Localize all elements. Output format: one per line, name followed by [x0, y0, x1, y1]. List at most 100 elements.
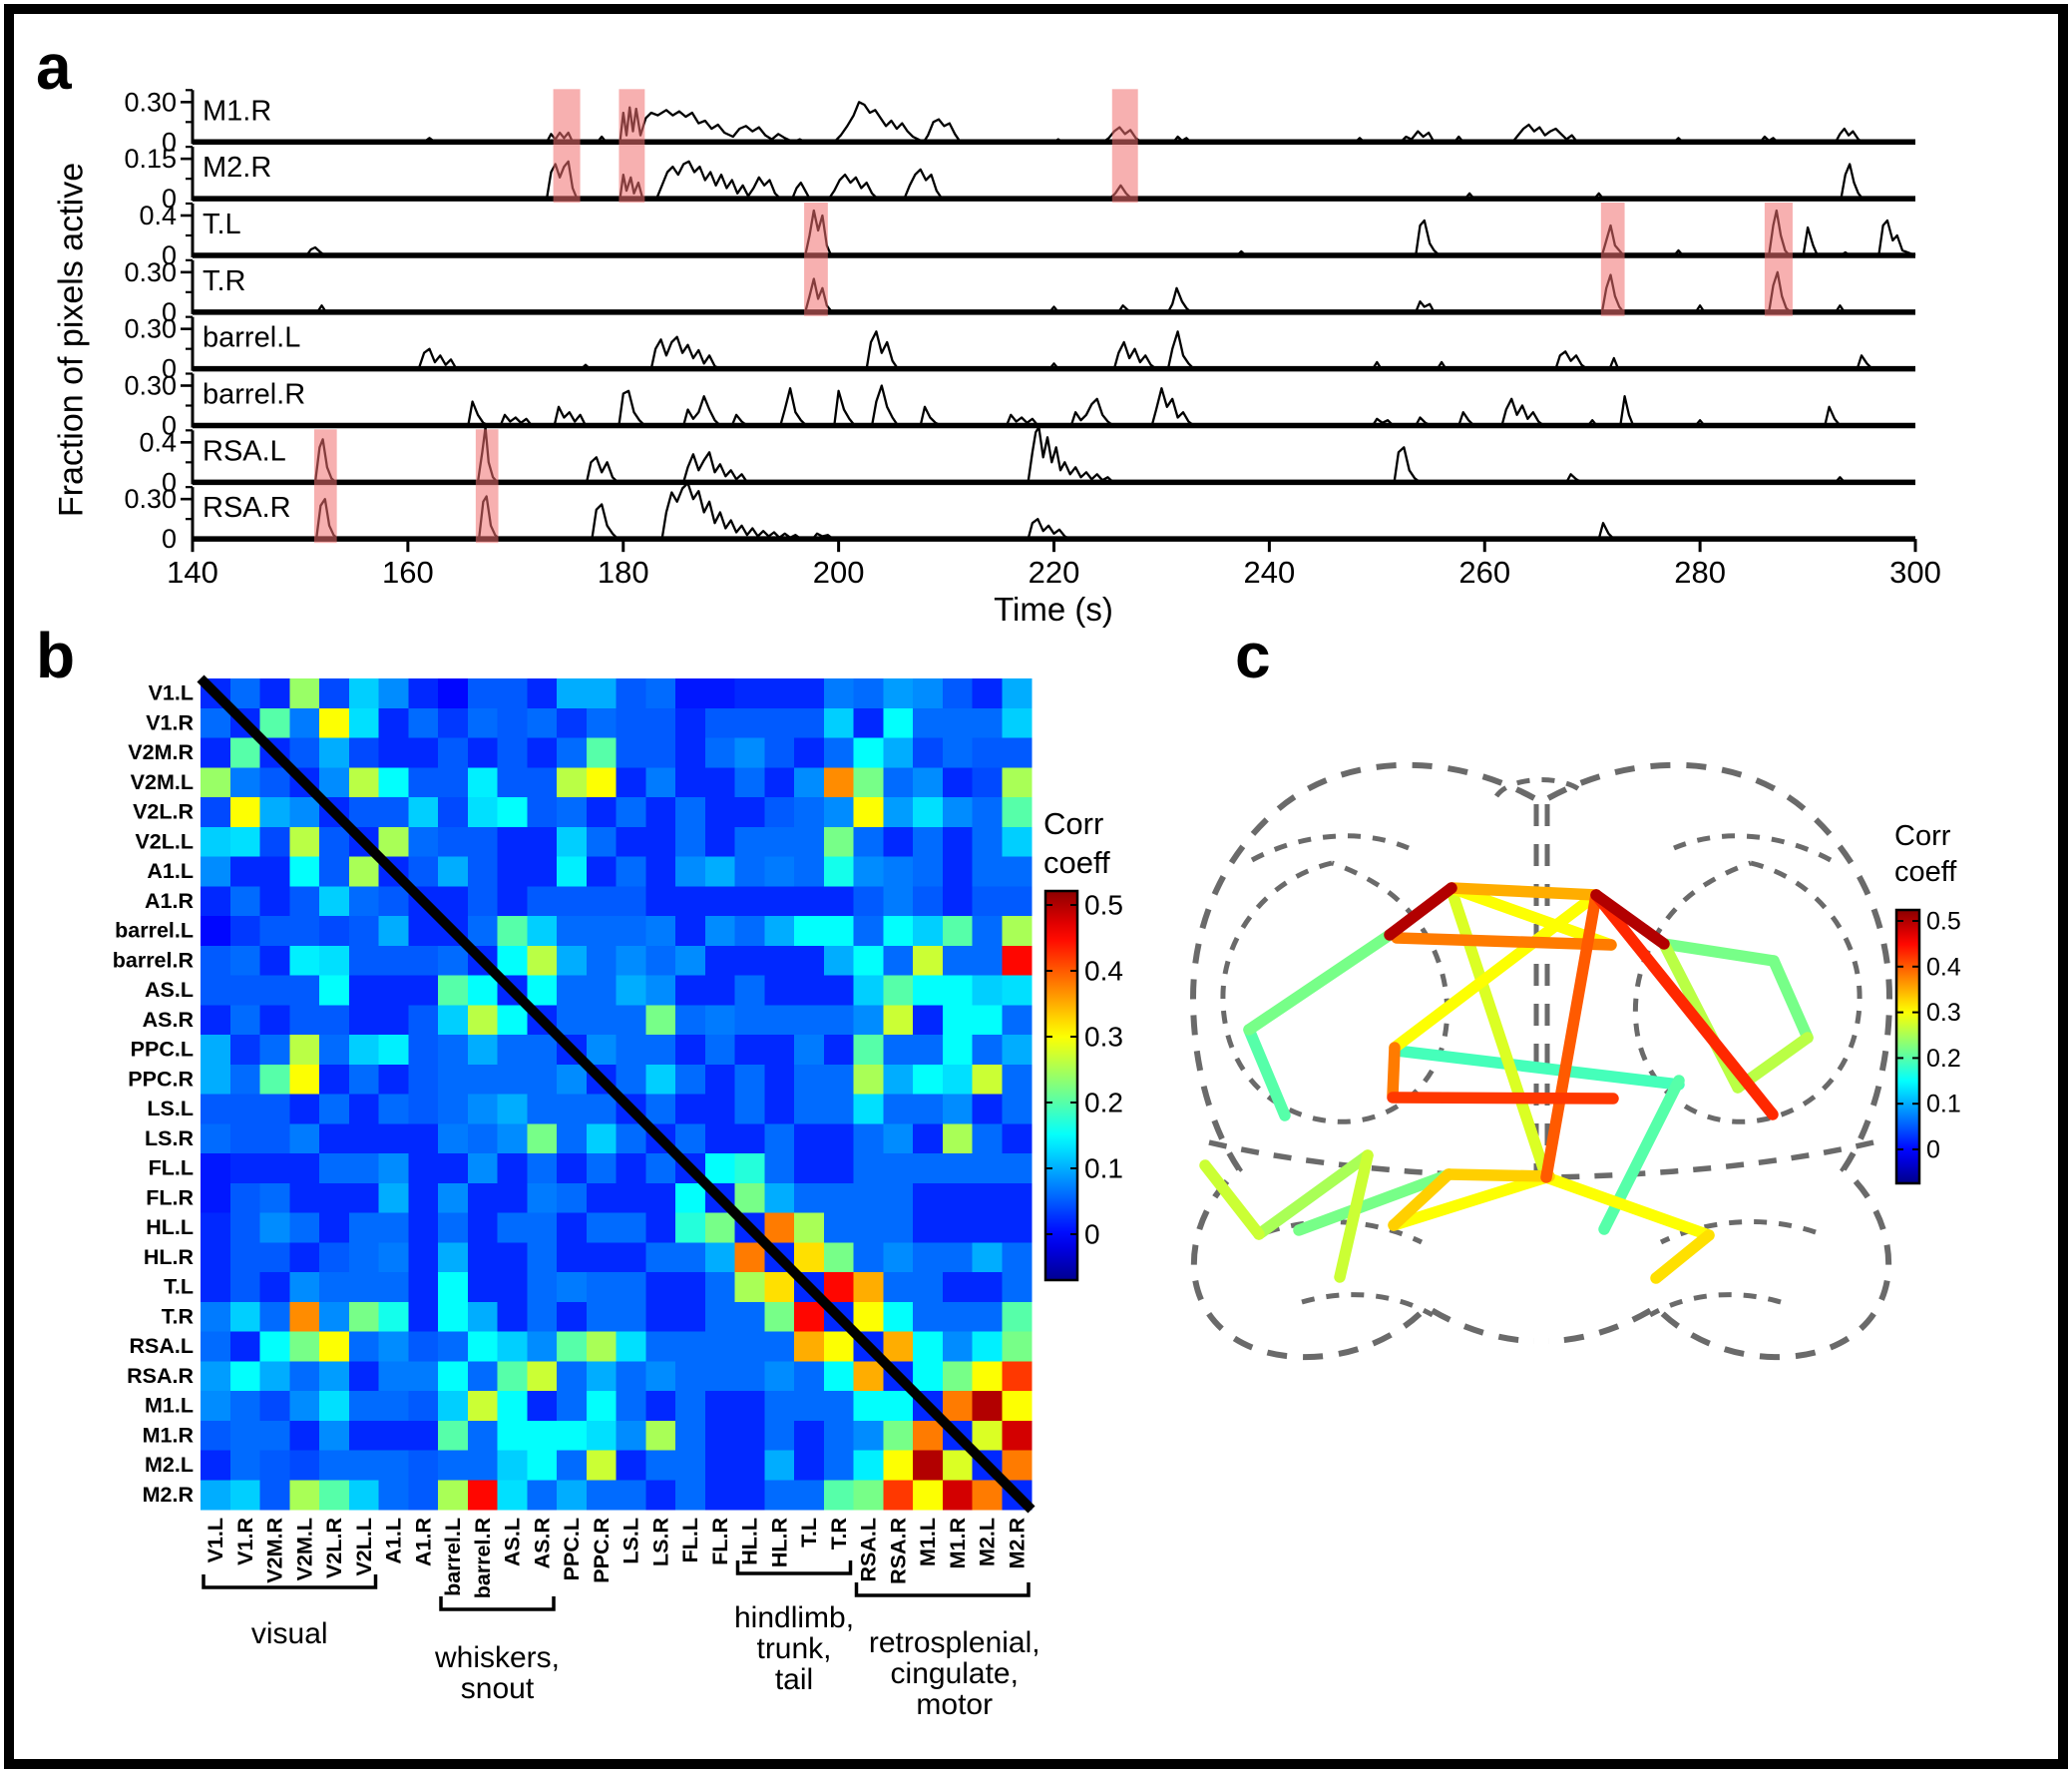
- matrix-cell: [794, 1391, 825, 1422]
- matrix-cell: [972, 767, 1003, 798]
- matrix-cell: [616, 1361, 646, 1392]
- matrix-cell: [883, 1480, 914, 1511]
- matrix-cell: [408, 1212, 439, 1243]
- matrix-cell: [497, 1361, 528, 1392]
- matrix-cell: [764, 1182, 795, 1214]
- matrix-cell: [942, 1361, 974, 1392]
- x-tick-label: 280: [1674, 555, 1726, 590]
- matrix-cell: [289, 1272, 320, 1303]
- matrix-cell: [586, 886, 618, 917]
- matrix-cell: [764, 1212, 795, 1243]
- matrix-cell: [913, 737, 944, 768]
- group-label: cingulate,: [891, 1657, 1019, 1690]
- highlight-band: [475, 486, 499, 544]
- matrix-cell: [408, 975, 439, 1006]
- matrix-cell: [527, 1480, 558, 1511]
- matrix-cell: [319, 1094, 350, 1124]
- matrix-cell: [883, 1182, 914, 1214]
- matrix-cell: [259, 1480, 290, 1511]
- matrix-col-label: LS.L: [620, 1518, 643, 1564]
- matrix-cell: [616, 1064, 646, 1096]
- matrix-col-label: T.L: [797, 1518, 821, 1548]
- matrix-cell: [913, 1182, 944, 1214]
- matrix-cell: [289, 886, 320, 917]
- matrix-cell: [229, 1391, 261, 1422]
- group-label: whiskers,: [434, 1641, 560, 1674]
- matrix-cell: [823, 1480, 855, 1511]
- colorbar-b-tick-label: 0.1: [1084, 1153, 1123, 1184]
- matrix-cell: [675, 945, 706, 977]
- matrix-cell: [557, 1182, 588, 1214]
- matrix-cell: [348, 1361, 380, 1392]
- matrix-cell: [764, 678, 795, 709]
- matrix-cell: [734, 678, 765, 709]
- matrix-cell: [1002, 1064, 1033, 1096]
- y-scale-label: 0.15: [124, 144, 177, 174]
- correlation-edge: [1590, 889, 1779, 1120]
- matrix-cell: [408, 826, 439, 858]
- matrix-cell: [527, 1035, 558, 1066]
- matrix-cell: [704, 1391, 736, 1422]
- matrix-cell: [616, 1005, 646, 1036]
- matrix-cell: [467, 1450, 499, 1481]
- matrix-cell: [557, 1391, 588, 1422]
- matrix-cell: [319, 1242, 350, 1273]
- matrix-cell: [616, 797, 646, 828]
- matrix-cell: [527, 678, 558, 709]
- brain-outline-path: [1189, 761, 1536, 1361]
- matrix-cell: [586, 1391, 618, 1422]
- brain-outline-path: [1632, 860, 1863, 1124]
- matrix-cell: [378, 678, 409, 709]
- matrix-cell: [378, 1212, 409, 1243]
- matrix-cell: [764, 767, 795, 798]
- matrix-cell: [378, 1035, 409, 1066]
- colorbar-b-tick-label: 0.5: [1084, 890, 1123, 921]
- matrix-cell: [289, 1331, 320, 1362]
- matrix-cell: [645, 1391, 676, 1422]
- matrix-cell: [823, 797, 855, 828]
- matrix-cell: [972, 1212, 1003, 1243]
- matrix-cell: [853, 678, 884, 709]
- panel-a-letter: a: [36, 31, 72, 103]
- correlation-edge: [1391, 1045, 1685, 1091]
- brain-outline-path: [1547, 1139, 1874, 1180]
- matrix-cell: [794, 678, 825, 709]
- matrix-cell: [378, 707, 409, 739]
- matrix-cell: [586, 767, 618, 798]
- matrix-cell: [794, 1094, 825, 1124]
- matrix-cell: [883, 826, 914, 858]
- matrix-cell: [734, 1361, 765, 1392]
- matrix-cell: [467, 1064, 499, 1096]
- matrix-cell: [704, 856, 736, 887]
- matrix-cell: [497, 1005, 528, 1036]
- matrix-cell: [883, 737, 914, 768]
- matrix-cell: [319, 916, 350, 947]
- matrix-cell: [794, 1005, 825, 1036]
- matrix-cell: [794, 707, 825, 739]
- matrix-cell: [229, 797, 261, 828]
- matrix-cell: [645, 916, 676, 947]
- correlation-edge: [1650, 1229, 1715, 1284]
- matrix-cell: [557, 945, 588, 977]
- matrix-cell: [645, 678, 676, 709]
- matrix-cell: [972, 1064, 1003, 1096]
- matrix-cell: [616, 886, 646, 917]
- matrix-cell: [972, 1153, 1003, 1184]
- matrix-cell: [704, 678, 736, 709]
- matrix-cell: [853, 1035, 884, 1066]
- matrix-cell: [675, 1064, 706, 1096]
- matrix-cell: [467, 1391, 499, 1422]
- matrix-cell: [229, 678, 261, 709]
- matrix-cell: [734, 945, 765, 977]
- matrix-cell: [289, 707, 320, 739]
- trace-row-RSA.R: 0.30 0 RSA.R: [124, 482, 1915, 554]
- matrix-cell: [467, 797, 499, 828]
- matrix-cell: [704, 1301, 736, 1333]
- matrix-cell: [734, 767, 765, 798]
- matrix-cell: [853, 1391, 884, 1422]
- matrix-cell: [467, 678, 499, 709]
- matrix-row-label: M1.R: [143, 1423, 195, 1447]
- matrix-cell: [972, 1361, 1003, 1392]
- matrix-cell: [794, 916, 825, 947]
- matrix-cell: [942, 1301, 974, 1333]
